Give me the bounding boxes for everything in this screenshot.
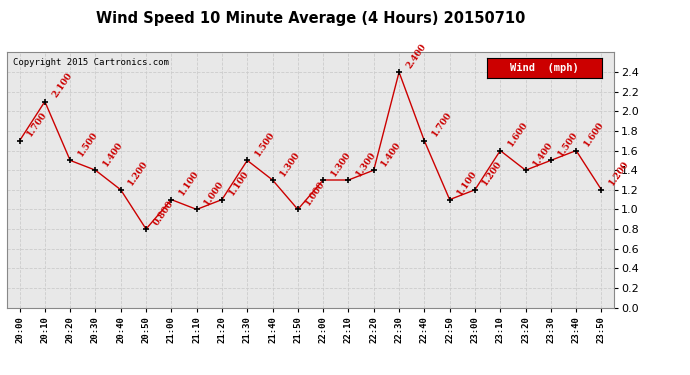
Text: 1.500: 1.500	[253, 130, 276, 158]
Text: Wind Speed 10 Minute Average (4 Hours) 20150710: Wind Speed 10 Minute Average (4 Hours) 2…	[96, 11, 525, 26]
Text: 1.100: 1.100	[177, 169, 201, 198]
Text: 1.400: 1.400	[531, 140, 555, 168]
Text: 1.700: 1.700	[430, 110, 453, 139]
Text: 1.100: 1.100	[228, 169, 251, 198]
Text: 2.400: 2.400	[404, 42, 428, 70]
Text: Copyright 2015 Cartronics.com: Copyright 2015 Cartronics.com	[13, 58, 169, 67]
Text: 1.300: 1.300	[278, 150, 302, 178]
Text: 1.200: 1.200	[607, 159, 631, 188]
Text: 1.500: 1.500	[556, 130, 580, 158]
Text: 1.400: 1.400	[101, 140, 124, 168]
Text: 1.500: 1.500	[76, 130, 99, 158]
Text: 2.100: 2.100	[50, 71, 74, 99]
Text: 1.000: 1.000	[304, 179, 327, 207]
Text: 1.300: 1.300	[354, 150, 377, 178]
Text: 1.700: 1.700	[25, 110, 48, 139]
Text: 1.400: 1.400	[380, 140, 403, 168]
Text: 1.100: 1.100	[455, 169, 479, 198]
Text: 1.600: 1.600	[582, 120, 605, 148]
Text: 1.000: 1.000	[202, 179, 226, 207]
Text: 1.200: 1.200	[126, 159, 150, 188]
Text: 0.800: 0.800	[152, 199, 175, 227]
Text: 1.300: 1.300	[328, 150, 353, 178]
Text: 1.200: 1.200	[480, 159, 504, 188]
Text: 1.600: 1.600	[506, 120, 529, 148]
